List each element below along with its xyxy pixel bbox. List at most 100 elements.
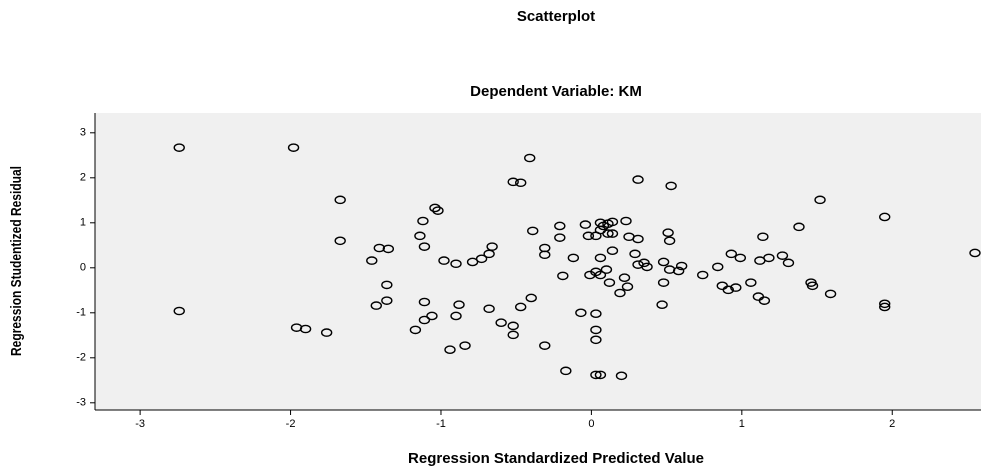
point [515,302,527,312]
point [370,301,382,310]
point [763,253,775,263]
point [615,371,628,381]
point [606,217,619,227]
y-tick-label: 2 [80,172,86,184]
point [629,249,641,259]
x-tick-label: 1 [739,418,745,430]
point [527,226,539,236]
point [606,246,619,255]
point [418,297,431,307]
point [579,220,592,229]
chart-title: Scatterplot [517,8,595,25]
point [525,293,537,303]
point [466,257,479,267]
point [475,254,488,264]
point [382,244,395,254]
point [725,249,737,259]
point [459,341,471,350]
point [507,321,519,331]
point [418,315,431,325]
point [757,232,769,242]
point [672,266,685,276]
point [734,253,747,263]
point [453,300,465,310]
point [381,296,393,305]
point [758,296,771,305]
point [665,181,677,191]
point [373,243,386,253]
point [507,177,519,187]
point [730,283,742,292]
point [539,250,551,260]
point [697,270,709,280]
point [879,302,891,312]
point [594,253,607,263]
point [656,300,668,310]
point [450,259,462,269]
point [438,256,450,265]
point [495,318,507,328]
point [287,143,300,152]
point [320,328,333,337]
point [554,233,566,242]
point [663,236,676,246]
point [173,143,185,152]
point [969,248,981,258]
point [366,256,378,265]
point [554,221,566,231]
point [560,366,572,376]
y-tick-label: -3 [76,397,86,409]
point [590,370,602,380]
point [806,281,819,291]
point [632,175,644,184]
point [879,299,891,309]
point [782,258,795,268]
x-axis-label: Regression Standardized Predicted Value [408,450,704,467]
point [879,212,891,222]
point [450,311,462,321]
y-tick-label: -2 [76,352,86,364]
y-tick-label: 3 [80,127,86,139]
point [824,289,837,299]
point [417,216,429,226]
y-tick-label: -1 [76,307,86,319]
point [602,229,614,238]
point [299,324,312,334]
point [594,218,607,228]
point [776,251,789,260]
x-tick-label: 2 [889,418,895,430]
point [590,335,602,345]
point [173,306,185,316]
point [638,258,650,268]
point [590,309,602,319]
point [590,325,602,335]
point [606,229,619,238]
point [409,325,422,335]
point [675,261,688,271]
point [418,242,431,251]
point [712,262,724,272]
point [334,236,346,246]
point [641,262,653,272]
point [793,222,805,232]
x-tick-label: -1 [436,418,446,430]
point [444,345,456,355]
y-axis-label: Regression Studentized Residual [8,166,25,356]
point [486,242,498,251]
point [618,273,631,283]
point [614,288,626,298]
point [483,304,495,314]
point [603,278,616,287]
point [515,178,527,188]
y-tick-label: 1 [80,217,86,229]
x-tick-label: -3 [135,418,145,430]
x-tick-label: 0 [588,418,594,430]
point [662,228,674,237]
point [524,153,536,163]
point [594,370,607,380]
point [632,234,644,244]
point [539,341,551,350]
point [334,195,346,205]
point [557,271,569,281]
point [657,257,670,267]
